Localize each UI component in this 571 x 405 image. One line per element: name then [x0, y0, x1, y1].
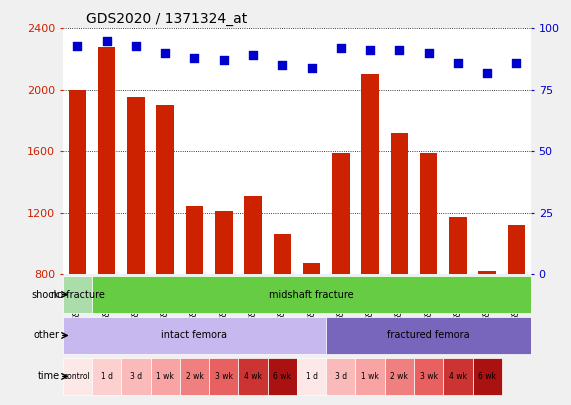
Text: 1 d: 1 d — [100, 372, 112, 381]
Bar — [98, 47, 115, 274]
Text: 6 wk: 6 wk — [478, 372, 496, 381]
Text: other: other — [34, 330, 60, 341]
Text: 4 wk: 4 wk — [449, 372, 467, 381]
Point — [248, 52, 258, 59]
Bar — [478, 271, 496, 274]
Bar — [274, 234, 291, 274]
Point — [365, 47, 375, 54]
Text: 1 wk: 1 wk — [361, 372, 379, 381]
FancyBboxPatch shape — [414, 358, 443, 395]
Text: fractured femora: fractured femora — [387, 330, 470, 341]
Point — [453, 60, 463, 66]
Point — [160, 50, 170, 56]
Bar — [332, 153, 349, 274]
Text: 4 wk: 4 wk — [244, 372, 262, 381]
Bar — [156, 105, 174, 274]
Text: time: time — [38, 371, 60, 382]
Bar — [449, 217, 467, 274]
Text: 1 wk: 1 wk — [156, 372, 174, 381]
Point — [424, 50, 433, 56]
Bar — [215, 211, 232, 274]
Text: control: control — [64, 372, 91, 381]
Point — [102, 37, 111, 44]
FancyBboxPatch shape — [92, 276, 531, 313]
Point — [512, 60, 521, 66]
FancyBboxPatch shape — [63, 358, 92, 395]
Text: 6 wk: 6 wk — [274, 372, 291, 381]
FancyBboxPatch shape — [297, 358, 326, 395]
Point — [73, 42, 82, 49]
Text: 3 wk: 3 wk — [215, 372, 233, 381]
Bar — [361, 75, 379, 274]
Text: 3 wk: 3 wk — [420, 372, 437, 381]
Text: 3 d: 3 d — [130, 372, 142, 381]
FancyBboxPatch shape — [443, 358, 472, 395]
Point — [482, 69, 492, 76]
Point — [190, 55, 199, 61]
Text: midshaft fracture: midshaft fracture — [270, 290, 354, 300]
Text: shock: shock — [31, 290, 60, 300]
Bar — [420, 153, 437, 274]
FancyBboxPatch shape — [180, 358, 209, 395]
FancyBboxPatch shape — [121, 358, 151, 395]
FancyBboxPatch shape — [385, 358, 414, 395]
Bar — [244, 196, 262, 274]
FancyBboxPatch shape — [355, 358, 385, 395]
Bar — [303, 263, 320, 274]
Point — [131, 42, 140, 49]
Point — [278, 62, 287, 68]
Text: 2 wk: 2 wk — [186, 372, 203, 381]
FancyBboxPatch shape — [63, 317, 326, 354]
Point — [219, 57, 228, 64]
FancyBboxPatch shape — [209, 358, 239, 395]
Text: 2 wk: 2 wk — [391, 372, 408, 381]
FancyBboxPatch shape — [326, 358, 355, 395]
Point — [336, 45, 345, 51]
Text: 3 d: 3 d — [335, 372, 347, 381]
FancyBboxPatch shape — [63, 276, 92, 313]
Bar — [508, 225, 525, 274]
FancyBboxPatch shape — [268, 358, 297, 395]
FancyBboxPatch shape — [92, 358, 121, 395]
FancyBboxPatch shape — [239, 358, 268, 395]
Point — [395, 47, 404, 54]
Bar — [186, 207, 203, 274]
Text: GDS2020 / 1371324_at: GDS2020 / 1371324_at — [86, 12, 247, 26]
Bar — [127, 98, 144, 274]
FancyBboxPatch shape — [472, 358, 502, 395]
Bar — [69, 90, 86, 274]
FancyBboxPatch shape — [151, 358, 180, 395]
Point — [307, 64, 316, 71]
Text: no fracture: no fracture — [50, 290, 104, 300]
Text: intact femora: intact femora — [162, 330, 227, 341]
Text: 1 d: 1 d — [305, 372, 317, 381]
Bar — [391, 133, 408, 274]
FancyBboxPatch shape — [326, 317, 531, 354]
